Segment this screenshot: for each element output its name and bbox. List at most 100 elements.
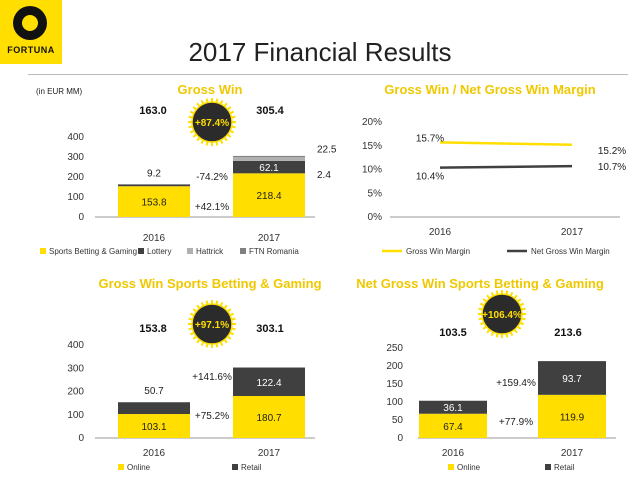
total-label: 303.1 <box>256 323 284 335</box>
y-tick-label: 250 <box>386 343 403 354</box>
change-label: +75.2% <box>195 411 229 422</box>
y-tick-label: 5% <box>368 188 383 199</box>
gross-win-sbg-chart: Gross Win Sports Betting & Gaming 0 100 200… <box>67 276 321 472</box>
y-tick-label: 300 <box>67 363 84 374</box>
category-label: 2016 <box>429 227 452 238</box>
y-tick-label: 100 <box>386 397 403 408</box>
data-label-outside: 9.2 <box>147 168 161 179</box>
badge-circle <box>481 293 523 335</box>
category-label: 2016 <box>143 233 166 244</box>
badge-label: +87.4% <box>195 118 229 129</box>
legend-swatch <box>232 464 238 470</box>
category-label: 2017 <box>561 448 584 459</box>
data-label: 10.4% <box>416 172 444 183</box>
data-label: 103.1 <box>141 422 166 433</box>
logo-text: FORTUNA <box>7 45 55 55</box>
y-tick-label: 0% <box>368 212 383 223</box>
data-label-outside: 50.7 <box>144 386 164 397</box>
growth-badge: +106.4% <box>478 290 526 338</box>
data-label: 122.4 <box>256 378 281 389</box>
y-tick-label: 0 <box>397 433 403 444</box>
data-label: 36.1 <box>443 403 463 414</box>
change-label: +42.1% <box>195 202 229 213</box>
data-label: 153.8 <box>141 198 166 209</box>
bar-segment <box>118 402 190 415</box>
y-tick-label: 100 <box>67 192 84 203</box>
legend-swatch <box>448 464 454 470</box>
bar-segment <box>538 394 606 438</box>
legend-swatch <box>240 248 246 254</box>
legend-label: Lottery <box>147 247 171 256</box>
change-label: -74.2% <box>196 172 228 183</box>
bar-segment <box>233 173 305 217</box>
chart-title: Gross Win / Net Gross Win Margin <box>384 82 595 97</box>
bar-segment <box>233 160 305 174</box>
fortuna-logo: FORTUNA <box>0 0 62 64</box>
legend-label: FTN Romania <box>249 247 299 256</box>
badge-circle <box>191 101 233 143</box>
change-label: +77.9% <box>499 417 533 428</box>
legend-swatch <box>187 248 193 254</box>
y-tick-label: 300 <box>67 152 84 163</box>
total-label: 163.0 <box>139 105 167 117</box>
legend-label: Hattrick <box>196 247 224 256</box>
legend-label: Net Gross Win Margin <box>531 247 610 256</box>
growth-badge: +87.4% <box>188 98 236 146</box>
data-label: 10.7% <box>598 162 626 173</box>
data-label: 93.7 <box>562 374 582 385</box>
badge-circle <box>191 303 233 345</box>
legend-label: Retail <box>241 463 262 472</box>
data-label: 15.7% <box>416 133 444 144</box>
y-tick-label: 150 <box>386 379 403 390</box>
bar-segment <box>233 156 305 161</box>
bar-segment <box>118 186 190 217</box>
category-label: 2017 <box>561 227 584 238</box>
bar-segment <box>118 184 190 187</box>
net-gross-win-sbg-chart: Net Gross Win Sports Betting & Gaming 0 50… <box>356 276 616 472</box>
change-label: +159.4% <box>496 378 536 389</box>
change-label: +141.6% <box>192 372 232 383</box>
bar-segment <box>419 400 487 414</box>
bar-segment <box>233 395 305 438</box>
data-label-outside: 22.5 <box>317 144 337 155</box>
y-tick-label: 15% <box>362 141 382 152</box>
legend-swatch <box>138 248 144 254</box>
data-label: 119.9 <box>560 412 585 423</box>
total-label: 213.6 <box>554 327 582 339</box>
title-divider <box>28 74 628 75</box>
series-line <box>439 141 573 147</box>
total-label: 305.4 <box>256 105 284 117</box>
legend-swatch <box>118 464 124 470</box>
data-label: 62.1 <box>259 163 279 174</box>
legend-swatch <box>40 248 46 254</box>
data-label: 15.2% <box>598 146 626 157</box>
bar-segment <box>233 155 305 157</box>
y-tick-label: 50 <box>392 415 404 426</box>
category-label: 2017 <box>258 233 281 244</box>
legend-label: Online <box>127 463 151 472</box>
y-tick-label: 400 <box>67 132 84 143</box>
total-label: 103.5 <box>439 327 467 339</box>
y-tick-label: 0 <box>78 212 84 223</box>
y-tick-label: 400 <box>67 340 84 351</box>
legend-label: Gross Win Margin <box>406 247 470 256</box>
legend-label: Retail <box>554 463 575 472</box>
unit-note: (in EUR MM) <box>36 87 83 96</box>
bar-segment <box>233 367 305 396</box>
total-label: 153.8 <box>139 323 167 335</box>
y-tick-label: 200 <box>67 387 84 398</box>
badge-label: +97.1% <box>195 320 229 331</box>
bar-segment <box>538 361 606 395</box>
legend-label: Online <box>457 463 481 472</box>
chart-title: Net Gross Win Sports Betting & Gaming <box>356 276 604 291</box>
growth-badge: +97.1% <box>188 300 236 348</box>
page-title: 2017 Financial Results <box>188 37 452 67</box>
y-tick-label: 200 <box>67 172 84 183</box>
margin-chart: Gross Win / Net Gross Win Margin 0% 5% 10% 1… <box>362 82 626 256</box>
legend-label: Sports Betting & Gaming <box>49 247 137 256</box>
data-label-outside: 2.4 <box>317 170 331 181</box>
category-label: 2016 <box>143 448 166 459</box>
chart-title: Gross Win <box>178 82 243 97</box>
category-label: 2016 <box>442 448 465 459</box>
series-line <box>439 164 573 169</box>
